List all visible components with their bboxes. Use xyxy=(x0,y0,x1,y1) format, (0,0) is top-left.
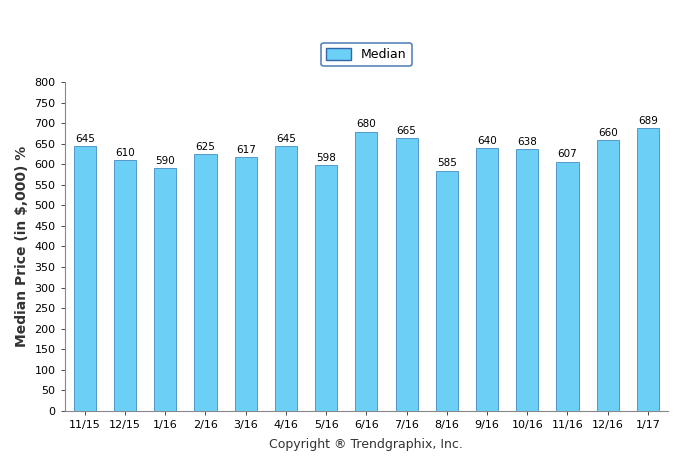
Bar xyxy=(195,154,217,411)
Text: 585: 585 xyxy=(437,158,457,169)
Text: 680: 680 xyxy=(357,119,376,130)
Text: 610: 610 xyxy=(115,148,135,158)
Text: 645: 645 xyxy=(276,134,296,144)
Text: 660: 660 xyxy=(598,128,617,137)
Text: 665: 665 xyxy=(397,126,417,136)
Bar xyxy=(395,137,417,411)
Text: 645: 645 xyxy=(75,134,95,144)
Text: 689: 689 xyxy=(638,116,658,126)
Text: 625: 625 xyxy=(195,142,215,152)
Bar xyxy=(355,131,378,411)
Bar xyxy=(557,162,579,411)
Bar xyxy=(436,171,458,411)
Text: 638: 638 xyxy=(517,137,537,147)
Bar xyxy=(476,148,498,411)
Bar xyxy=(637,128,659,411)
Text: 590: 590 xyxy=(155,157,175,166)
Bar xyxy=(315,165,337,411)
Bar xyxy=(275,146,297,411)
Text: 617: 617 xyxy=(236,145,255,155)
Y-axis label: Median Price (in $,000) %: Median Price (in $,000) % xyxy=(15,146,29,347)
Bar xyxy=(597,140,619,411)
Text: 607: 607 xyxy=(557,150,577,159)
Legend: Median: Median xyxy=(321,42,412,66)
Bar xyxy=(74,146,96,411)
Text: 640: 640 xyxy=(477,136,497,146)
X-axis label: Copyright ® Trendgraphix, Inc.: Copyright ® Trendgraphix, Inc. xyxy=(269,438,463,451)
Bar xyxy=(154,169,176,411)
Bar xyxy=(114,160,136,411)
Bar xyxy=(235,158,257,411)
Bar xyxy=(516,149,538,411)
Text: 598: 598 xyxy=(316,153,336,163)
